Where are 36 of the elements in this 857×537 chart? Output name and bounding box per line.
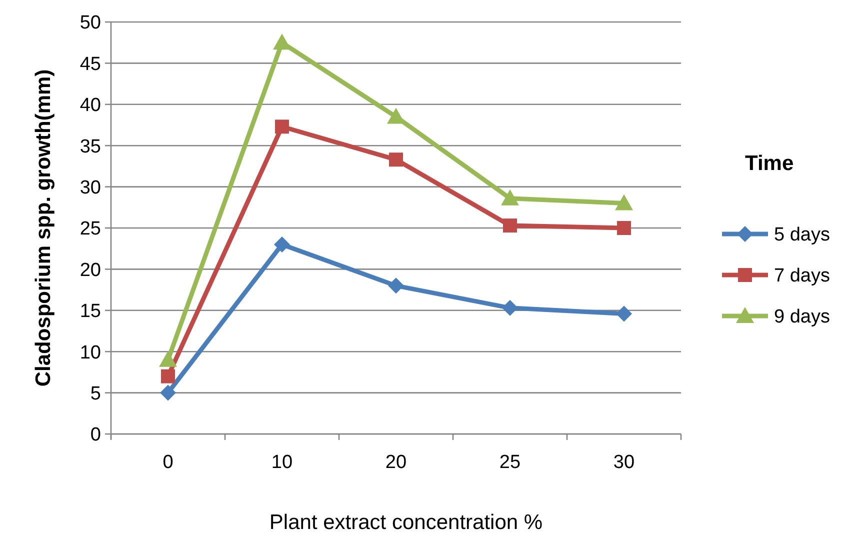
x-tick-label: 20 xyxy=(385,452,407,473)
legend-label: 5 days xyxy=(774,224,830,246)
point xyxy=(616,306,632,322)
x-tick-label: 10 xyxy=(271,452,293,473)
point xyxy=(274,236,290,252)
x-tick-label: 25 xyxy=(499,452,521,473)
point xyxy=(503,218,517,233)
x-tick-label: 30 xyxy=(613,452,635,473)
point xyxy=(615,194,633,210)
point xyxy=(161,369,175,384)
legend-label: 7 days xyxy=(774,266,830,287)
point xyxy=(388,278,404,294)
y-tick-label: 0 xyxy=(90,424,101,446)
y-tick-label: 40 xyxy=(80,95,101,116)
point xyxy=(160,384,176,401)
y-tick-label: 45 xyxy=(80,54,101,75)
legend-label: 9 days xyxy=(774,306,830,328)
legend-title: Time xyxy=(745,152,794,175)
y-axis-title: Cladosporium spp. growth(mm) xyxy=(32,69,55,387)
point xyxy=(389,152,403,167)
y-tick-label: 30 xyxy=(80,177,101,198)
y-tick-label: 15 xyxy=(80,301,101,322)
point xyxy=(617,221,631,235)
y-tick-label: 5 xyxy=(90,383,101,404)
point xyxy=(501,189,519,206)
x-tick-label: 0 xyxy=(162,452,174,473)
y-tick-label: 50 xyxy=(80,12,101,34)
point xyxy=(275,120,289,134)
y-tick-label: 10 xyxy=(80,342,101,364)
x-axis-title: Plant extract concentration % xyxy=(269,511,543,534)
y-tick-label: 25 xyxy=(80,218,101,240)
y-tick-label: 20 xyxy=(80,260,101,281)
point xyxy=(273,34,291,50)
y-tick-label: 35 xyxy=(80,136,101,158)
point xyxy=(159,350,177,367)
point xyxy=(502,300,518,316)
